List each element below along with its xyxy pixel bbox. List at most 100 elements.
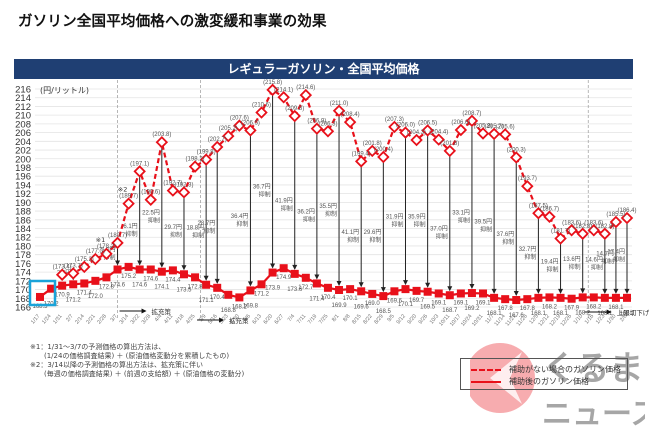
data-point-no-subsidy — [510, 151, 523, 164]
arrow-right-icon — [606, 309, 612, 315]
data-label-no-subsidy: (183.6) — [584, 220, 603, 226]
y-tick-label: 206 — [15, 128, 31, 139]
x-tick-label: 2/21 — [85, 313, 96, 325]
data-point-after-subsidy — [368, 289, 377, 298]
data-point-no-subsidy — [587, 224, 600, 237]
data-label-after-subsidy: 169.6 — [354, 304, 370, 310]
data-label-after-subsidy: 168.1 — [487, 311, 503, 317]
data-label-after-subsidy: 167.9 — [564, 306, 580, 312]
data-label-after-subsidy: 168.2 — [232, 304, 248, 310]
data-point-after-subsidy — [456, 289, 465, 298]
x-tick-label: 5/16 — [207, 313, 218, 325]
y-tick-label: 166 — [15, 303, 31, 314]
data-label-no-subsidy: (186.7) — [540, 207, 559, 213]
data-point-no-subsidy — [310, 122, 324, 135]
suppression-label: 6.1円 — [123, 223, 137, 230]
suppression-label: 37.6円 — [497, 231, 515, 238]
suppression-label: 抑制 — [281, 204, 293, 212]
data-label-after-subsidy: 171.4 — [309, 296, 325, 302]
x-tick-label: 8/22 — [362, 313, 373, 325]
data-label-after-subsidy: 171.2 — [66, 297, 82, 303]
x-tick-label: 12/19 — [549, 313, 562, 327]
x-tick-label: 4/4 — [154, 313, 164, 323]
data-label-no-subsidy: (214.6) — [296, 85, 315, 91]
data-point-after-subsidy — [235, 293, 244, 302]
data-label-no-subsidy: (205.7) — [485, 124, 504, 130]
data-point-after-subsidy — [191, 273, 200, 282]
data-point-after-subsidy — [213, 283, 222, 292]
data-point-no-subsidy — [299, 88, 313, 102]
suppression-label: 抑制 — [480, 225, 492, 233]
x-tick-label: 10/17 — [449, 313, 462, 327]
data-point-after-subsidy — [445, 291, 454, 300]
data-point-after-subsidy — [135, 265, 144, 274]
data-label-no-subsidy: (207.6) — [230, 116, 249, 122]
legend-item-after-subsidy: 補助後のガソリン価格 — [471, 376, 589, 387]
x-tick-label: 1/23 — [595, 313, 606, 325]
data-point-no-subsidy — [188, 160, 202, 173]
suppression-label: 13.6円 — [563, 256, 581, 263]
data-point-no-subsidy — [222, 129, 235, 143]
data-point-no-subsidy — [521, 180, 534, 193]
data-point-after-subsidy — [512, 296, 521, 305]
y-tick-label: 204 — [15, 137, 31, 148]
arrow-head-icon — [402, 280, 408, 286]
data-label-no-subsidy: (178.2) — [97, 244, 116, 250]
suppression-label: 抑制 — [259, 191, 271, 199]
data-label-no-subsidy: (200.3) — [507, 147, 526, 153]
legend-label: 補助がない場合のガソリン価格 — [509, 365, 621, 374]
data-point-no-subsidy — [576, 227, 589, 240]
data-point-no-subsidy — [244, 124, 257, 137]
data-label-no-subsidy: (182.8) — [573, 224, 592, 230]
series-after-subsidy — [36, 262, 631, 305]
x-tick-label: 8/8 — [342, 313, 352, 323]
y-tick-label: 186 — [15, 215, 31, 226]
data-point-after-subsidy — [124, 262, 133, 271]
data-point-after-subsidy — [323, 283, 332, 292]
y-tick-label: 214 — [15, 93, 31, 104]
data-point-no-subsidy — [67, 267, 80, 280]
arrow-head-icon — [292, 264, 298, 270]
data-label-after-subsidy: 171.1 — [199, 298, 215, 304]
data-point-after-subsidy — [611, 293, 620, 302]
data-point-no-subsidy — [78, 260, 91, 274]
data-point-no-subsidy — [321, 125, 335, 138]
data-label-no-subsidy: (206.5) — [241, 120, 260, 126]
x-tick-label: 10/24 — [460, 313, 473, 327]
x-tick-label: 6/13 — [252, 313, 263, 325]
data-label-after-subsidy: 168.1 — [553, 311, 569, 317]
data-point-no-subsidy — [100, 247, 113, 261]
data-label-after-subsidy: 170.4 — [210, 295, 226, 301]
x-tick-label: 1/30 — [606, 313, 617, 325]
y-tick-label: 198 — [15, 163, 31, 174]
data-point-after-subsidy — [179, 270, 188, 279]
data-point-after-subsidy — [467, 289, 476, 298]
data-label-after-subsidy: 169.5 — [420, 305, 436, 311]
data-point-after-subsidy — [589, 293, 598, 302]
data-label-after-subsidy: 170.1 — [398, 302, 414, 308]
suppression-label: 37.0円 — [430, 226, 448, 233]
data-label-no-subsidy: (185.5) — [606, 212, 625, 218]
suppression-label: 29.6円 — [364, 229, 382, 236]
y-tick-label: 168 — [15, 294, 31, 305]
data-label-no-subsidy: (206.5) — [418, 120, 437, 126]
data-point-no-subsidy — [199, 153, 213, 166]
x-tick-label: 10/31 — [471, 313, 484, 327]
data-point-after-subsidy — [545, 293, 554, 302]
x-tick-label: 2/14 — [74, 313, 85, 325]
data-label-no-subsidy: (193.7) — [518, 176, 537, 182]
data-point-after-subsidy — [479, 289, 488, 298]
x-tick-label: 9/5 — [386, 313, 396, 323]
data-label-after-subsidy: 168.1 — [608, 305, 624, 311]
data-point-after-subsidy — [268, 268, 277, 277]
x-tick-label: 3/28 — [141, 313, 152, 325]
data-label-after-subsidy: 172.0 — [88, 294, 104, 300]
data-point-no-subsidy — [543, 210, 556, 223]
x-tick-label: 2/7 — [65, 313, 75, 323]
suppression-label: 36.7円 — [253, 184, 271, 191]
arrow-head-icon — [447, 286, 453, 292]
data-label-no-subsidy: (175.2) — [75, 257, 94, 263]
data-label-no-subsidy: (205.8) — [474, 123, 493, 129]
